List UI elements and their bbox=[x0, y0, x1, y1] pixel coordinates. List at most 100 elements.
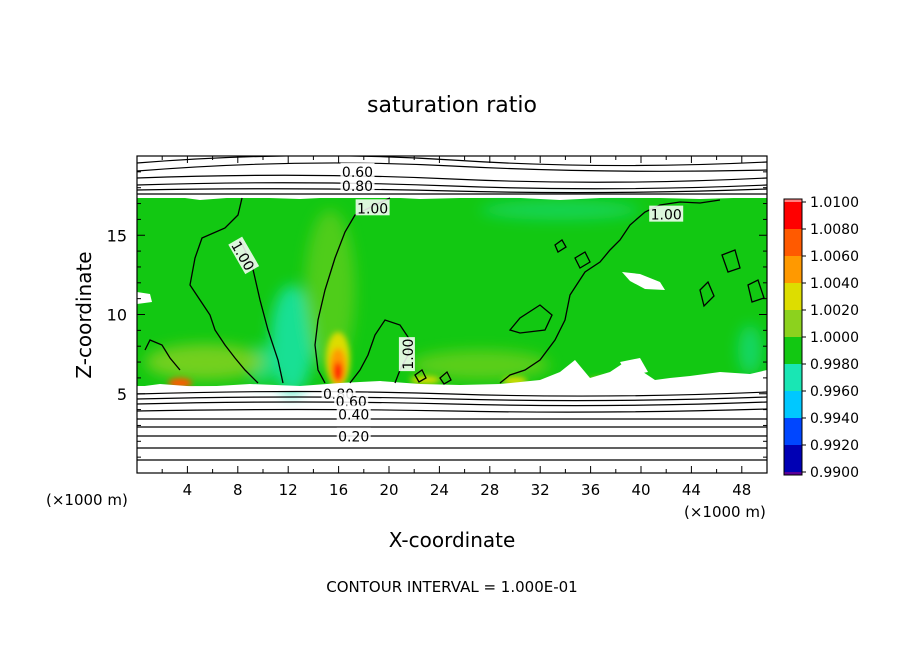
mid-light bbox=[305, 210, 355, 370]
dry-patches bbox=[137, 194, 767, 392]
colorbar-label: 1.0000 bbox=[810, 330, 859, 346]
contour-small-3 bbox=[721, 249, 741, 273]
contour-label-text: 0.40 bbox=[338, 407, 369, 423]
colorbar-swatch bbox=[784, 445, 802, 472]
contour-right-cell bbox=[499, 199, 721, 384]
colorbar-label: 0.9960 bbox=[810, 384, 859, 400]
colorbar-label: 0.9940 bbox=[810, 411, 859, 427]
colorbar: 1.0100 1.0080 1.0060 1.0040 1.0020 1.0000 0.99… bbox=[783, 195, 859, 481]
contour-small-6 bbox=[414, 369, 427, 383]
base-edge bbox=[137, 360, 767, 392]
colorbar-label: 1.0040 bbox=[810, 276, 859, 292]
colorbar-swatch bbox=[784, 199, 802, 202]
contour-label-bg bbox=[334, 392, 369, 409]
x-unit-note-left: (×1000 m) bbox=[46, 491, 128, 509]
lower-line-4 bbox=[137, 408, 767, 413]
contour-label-text: 1.00 bbox=[651, 208, 682, 224]
contour-label: 0.40 bbox=[336, 405, 371, 423]
lower-left-light bbox=[145, 344, 265, 380]
colorbar-swatch bbox=[784, 229, 802, 256]
chart-title: saturation ratio bbox=[367, 93, 537, 118]
x-tick-label: 16 bbox=[329, 481, 348, 499]
colorbar-swatch bbox=[784, 418, 802, 445]
x-tick-label: 8 bbox=[233, 481, 243, 499]
contour-small-7 bbox=[439, 370, 452, 385]
lower-line-1 bbox=[137, 390, 767, 397]
contour-label-bg bbox=[336, 405, 371, 422]
contour-right-cell-2 bbox=[508, 304, 553, 334]
contour-label-text: 1.00 bbox=[401, 339, 417, 370]
y-axis-label: Z-coordinate bbox=[72, 251, 96, 378]
colorbar-label: 1.0020 bbox=[810, 303, 859, 319]
colorbar-label: 0.9980 bbox=[810, 357, 859, 373]
colorbar-label: 1.0060 bbox=[810, 249, 859, 265]
contour-small-4 bbox=[699, 280, 715, 308]
contour-label: 1.00 bbox=[398, 337, 417, 372]
upper-line-3 bbox=[137, 174, 767, 183]
contour-label-bg bbox=[340, 177, 375, 194]
updraft-cyan bbox=[270, 285, 314, 395]
contour-label: 1.00 bbox=[649, 205, 684, 224]
x-tick-label: 28 bbox=[480, 481, 499, 499]
x-tick-label: 4 bbox=[183, 481, 193, 499]
colorbar-label: 1.0100 bbox=[810, 195, 859, 211]
y-tick-label: 5 bbox=[117, 385, 127, 404]
x-tick-label: 36 bbox=[581, 481, 600, 499]
colorbar-swatch bbox=[784, 256, 802, 283]
upper-line-1 bbox=[137, 156, 767, 167]
contour-label-bg bbox=[398, 337, 415, 372]
x-tick-label: 48 bbox=[732, 481, 751, 499]
x-tick-label: 32 bbox=[531, 481, 550, 499]
contour-label: 1.00 bbox=[227, 236, 260, 275]
y-tick-label: 15 bbox=[107, 226, 127, 245]
base-yellow-mid bbox=[410, 376, 440, 384]
y-axis: 5 10 15 bbox=[107, 171, 767, 458]
right-light bbox=[410, 350, 550, 380]
contour-labels: 0.600.801.001.001.001.000.800.600.400.20 bbox=[227, 162, 684, 446]
field-variations bbox=[145, 200, 762, 395]
upper-cyan bbox=[480, 200, 640, 220]
colorbar-swatch bbox=[784, 364, 802, 391]
contour-label-text: 0.80 bbox=[342, 179, 373, 195]
peak-red bbox=[333, 362, 343, 382]
lower-line-2 bbox=[137, 396, 767, 402]
stratification-lines bbox=[137, 156, 767, 461]
colorbar-swatch bbox=[784, 202, 802, 229]
colorbar-swatch bbox=[784, 283, 802, 310]
colorbar-label: 1.0080 bbox=[810, 222, 859, 238]
x-axis: 4 8 12 16 20 24 28 32 36 40 44 48 bbox=[161, 156, 751, 499]
lower-line-3 bbox=[137, 401, 767, 407]
contour-left-bottom bbox=[144, 339, 181, 371]
x-tick-label: 44 bbox=[682, 481, 701, 499]
upper-line-2 bbox=[137, 162, 767, 172]
x-unit-note-right: (×1000 m) bbox=[684, 503, 766, 521]
contour-label-bg bbox=[228, 236, 260, 275]
colorbar-label: 0.9900 bbox=[810, 465, 859, 481]
cloud-top-edge bbox=[137, 194, 767, 200]
contour-1.00 bbox=[144, 197, 765, 385]
saturation-field bbox=[137, 194, 767, 395]
colorbar-label: 0.9920 bbox=[810, 438, 859, 454]
plot-area bbox=[137, 156, 767, 473]
x-tick-label: 20 bbox=[379, 481, 398, 499]
patch-left bbox=[137, 292, 152, 304]
colorbar-swatch bbox=[784, 337, 802, 364]
y-tick-label: 10 bbox=[107, 306, 127, 325]
contour-label-text: 1.00 bbox=[357, 201, 388, 217]
contour-small-2 bbox=[574, 251, 591, 269]
contour-label: 0.60 bbox=[340, 162, 375, 181]
patch-mid-right bbox=[620, 358, 648, 376]
contour-label-text: 0.60 bbox=[342, 165, 373, 181]
contour-label-bg bbox=[355, 199, 390, 216]
contour-label-bg bbox=[340, 162, 375, 179]
x-tick-label: 40 bbox=[631, 481, 650, 499]
contour-label: 1.00 bbox=[355, 199, 390, 217]
x-axis-label: X-coordinate bbox=[389, 528, 516, 552]
colorbar-swatch bbox=[784, 472, 802, 475]
right-cyan bbox=[738, 325, 762, 375]
x-tick-label: 12 bbox=[279, 481, 298, 499]
x-tick-label: 24 bbox=[430, 481, 449, 499]
upper-line-5 bbox=[137, 188, 767, 194]
contour-label: 0.80 bbox=[340, 177, 375, 195]
